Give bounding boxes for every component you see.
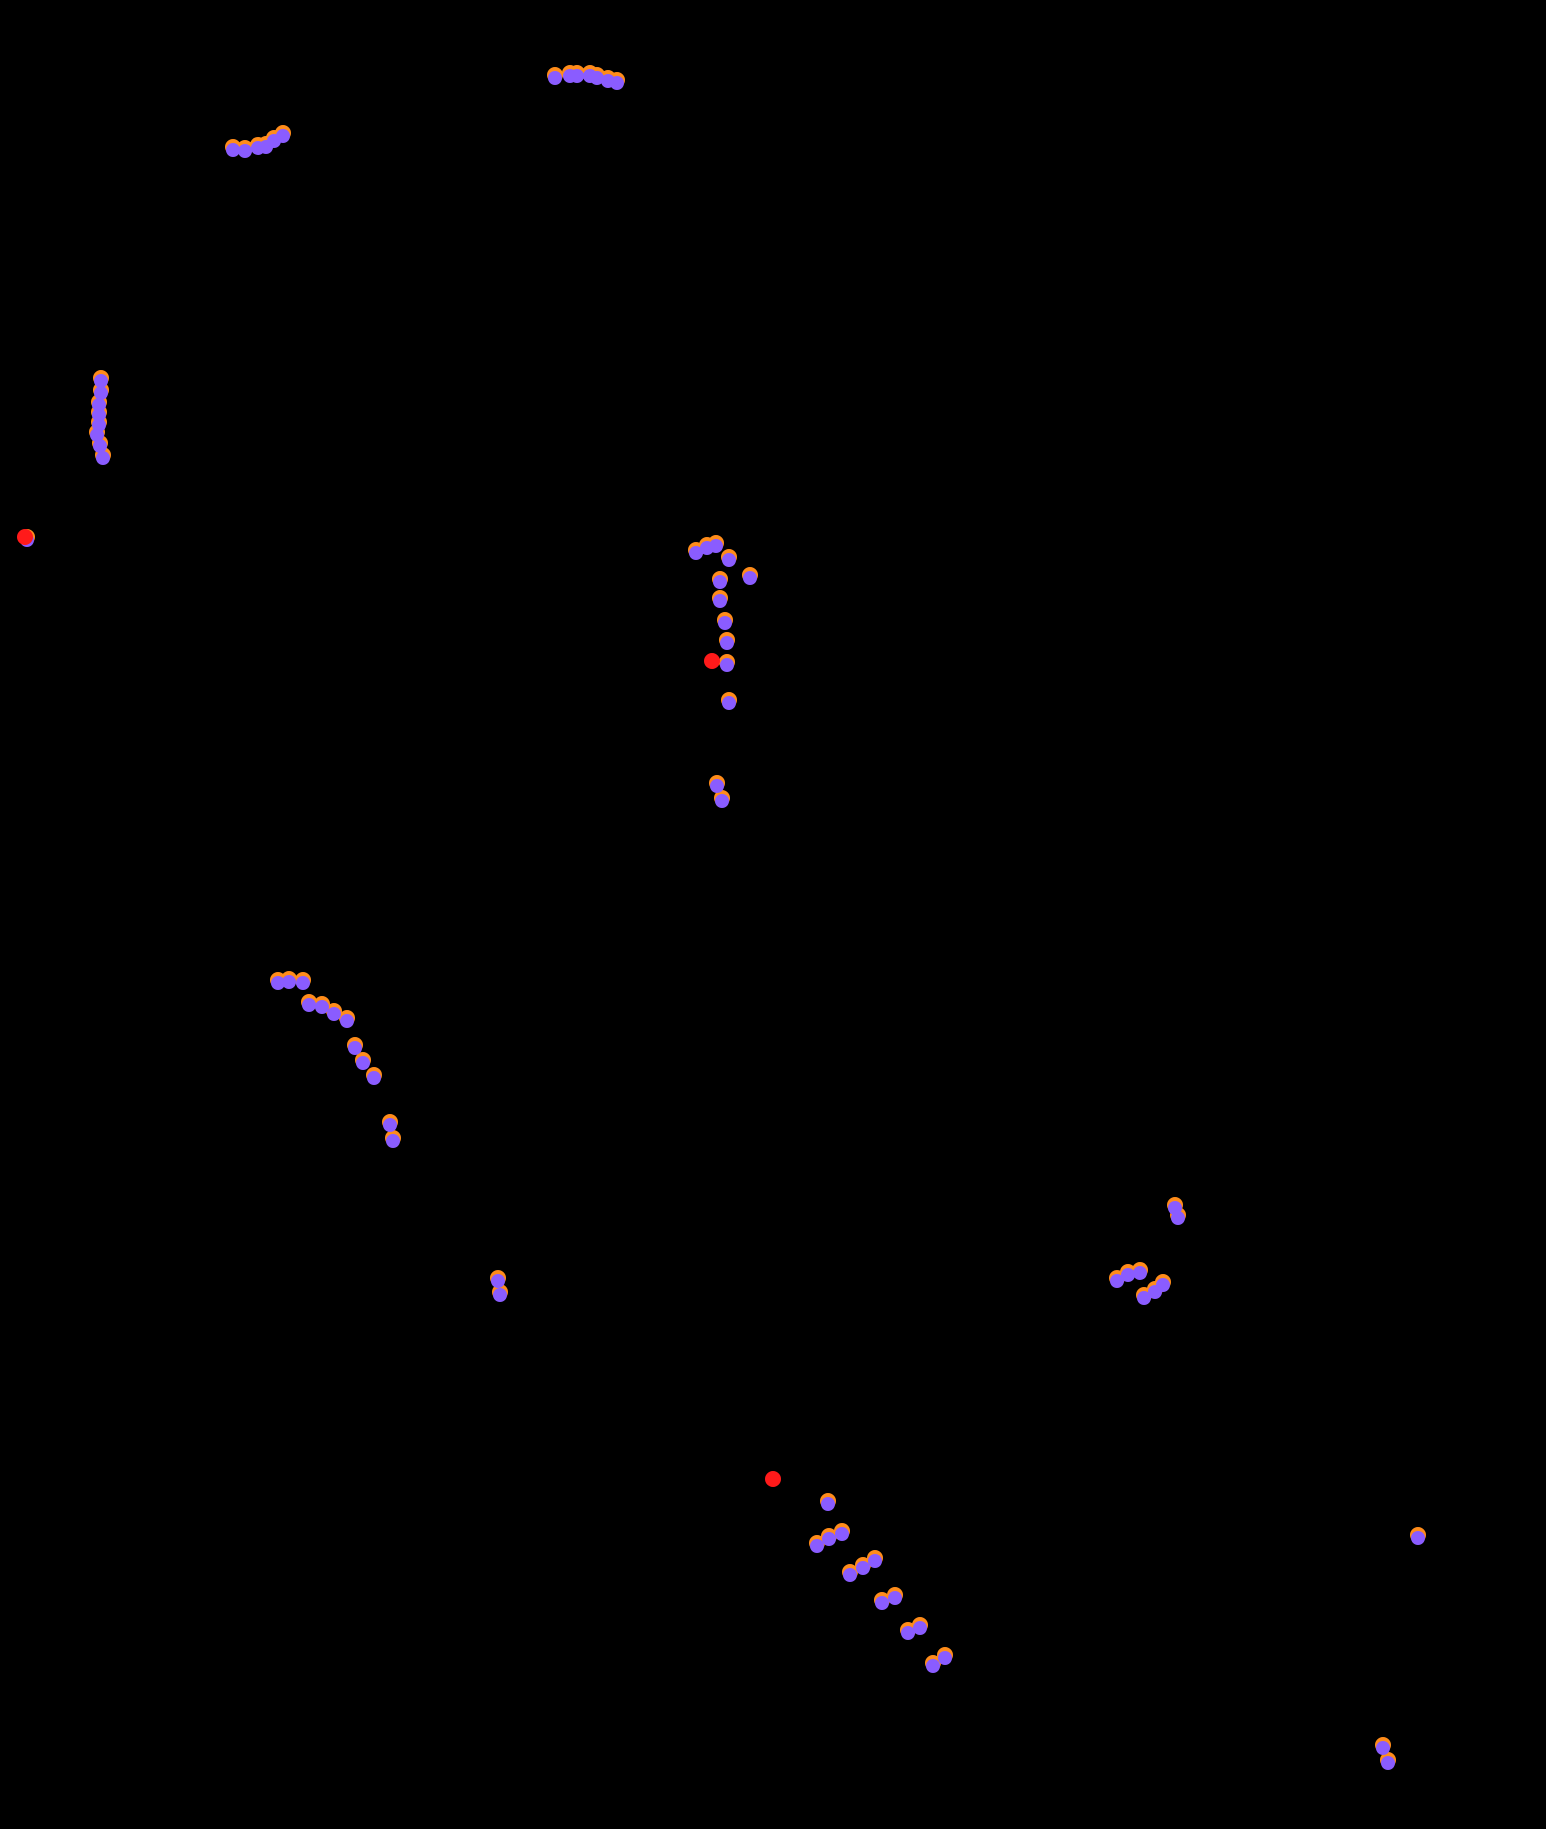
point — [1411, 1531, 1425, 1545]
point — [888, 1591, 902, 1605]
point — [548, 71, 562, 85]
point — [868, 1554, 882, 1568]
point — [1156, 1278, 1170, 1292]
point — [94, 386, 108, 400]
point — [765, 1471, 781, 1487]
point — [96, 451, 110, 465]
point — [386, 1134, 400, 1148]
point — [367, 1071, 381, 1085]
point — [710, 779, 724, 793]
point — [296, 976, 310, 990]
plot-background — [0, 0, 1546, 1829]
point — [610, 76, 624, 90]
point — [491, 1274, 505, 1288]
point — [713, 594, 727, 608]
point — [226, 143, 240, 157]
point — [327, 1007, 341, 1021]
point — [821, 1497, 835, 1511]
point — [1171, 1211, 1185, 1225]
point — [1121, 1268, 1135, 1282]
point — [875, 1596, 889, 1610]
point — [901, 1626, 915, 1640]
point — [743, 571, 757, 585]
plot-svg — [0, 0, 1546, 1829]
point — [843, 1568, 857, 1582]
point — [340, 1014, 354, 1028]
point — [94, 374, 108, 388]
point — [709, 539, 723, 553]
point — [926, 1659, 940, 1673]
point — [722, 553, 736, 567]
point — [715, 794, 729, 808]
point — [1381, 1756, 1395, 1770]
point — [570, 69, 584, 83]
point — [383, 1118, 397, 1132]
point — [1133, 1266, 1147, 1280]
point — [1376, 1741, 1390, 1755]
point — [822, 1532, 836, 1546]
point — [315, 1000, 329, 1014]
point — [856, 1561, 870, 1575]
point — [810, 1539, 824, 1553]
point — [356, 1056, 370, 1070]
point — [704, 653, 720, 669]
point — [938, 1651, 952, 1665]
point — [493, 1288, 507, 1302]
point — [276, 129, 290, 143]
point — [722, 696, 736, 710]
point — [913, 1621, 927, 1635]
point — [348, 1041, 362, 1055]
point — [835, 1527, 849, 1541]
point — [720, 636, 734, 650]
point — [93, 439, 107, 453]
point — [302, 998, 316, 1012]
point — [718, 616, 732, 630]
point — [238, 144, 252, 158]
point — [713, 575, 727, 589]
point — [720, 658, 734, 672]
point — [17, 529, 33, 545]
scatter-plot — [0, 0, 1546, 1829]
point — [282, 975, 296, 989]
